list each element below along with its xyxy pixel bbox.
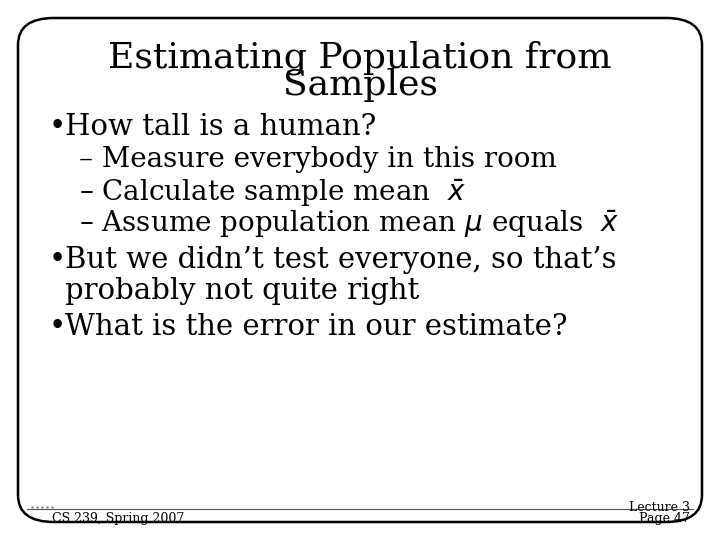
Text: Estimating Population from: Estimating Population from <box>108 40 612 75</box>
Text: CS 239, Spring 2007: CS 239, Spring 2007 <box>52 512 184 525</box>
Text: What is the error in our estimate?: What is the error in our estimate? <box>65 313 567 341</box>
Text: Samples: Samples <box>282 68 438 102</box>
Text: •: • <box>49 113 66 141</box>
Text: •: • <box>49 313 66 341</box>
Text: How tall is a human?: How tall is a human? <box>65 113 376 141</box>
FancyBboxPatch shape <box>18 18 702 522</box>
Text: Page 47: Page 47 <box>639 512 690 525</box>
Text: •: • <box>49 246 66 274</box>
Text: – Measure everybody in this room: – Measure everybody in this room <box>79 146 557 173</box>
Text: But we didn’t test everyone, so that’s: But we didn’t test everyone, so that’s <box>65 246 616 274</box>
Text: – Calculate sample mean  $\bar{x}$: – Calculate sample mean $\bar{x}$ <box>79 177 467 209</box>
Text: – Assume population mean $\mu$ equals  $\bar{x}$: – Assume population mean $\mu$ equals $\… <box>79 208 619 240</box>
Text: probably not quite right: probably not quite right <box>65 277 419 305</box>
Text: Lecture 3: Lecture 3 <box>629 501 690 514</box>
